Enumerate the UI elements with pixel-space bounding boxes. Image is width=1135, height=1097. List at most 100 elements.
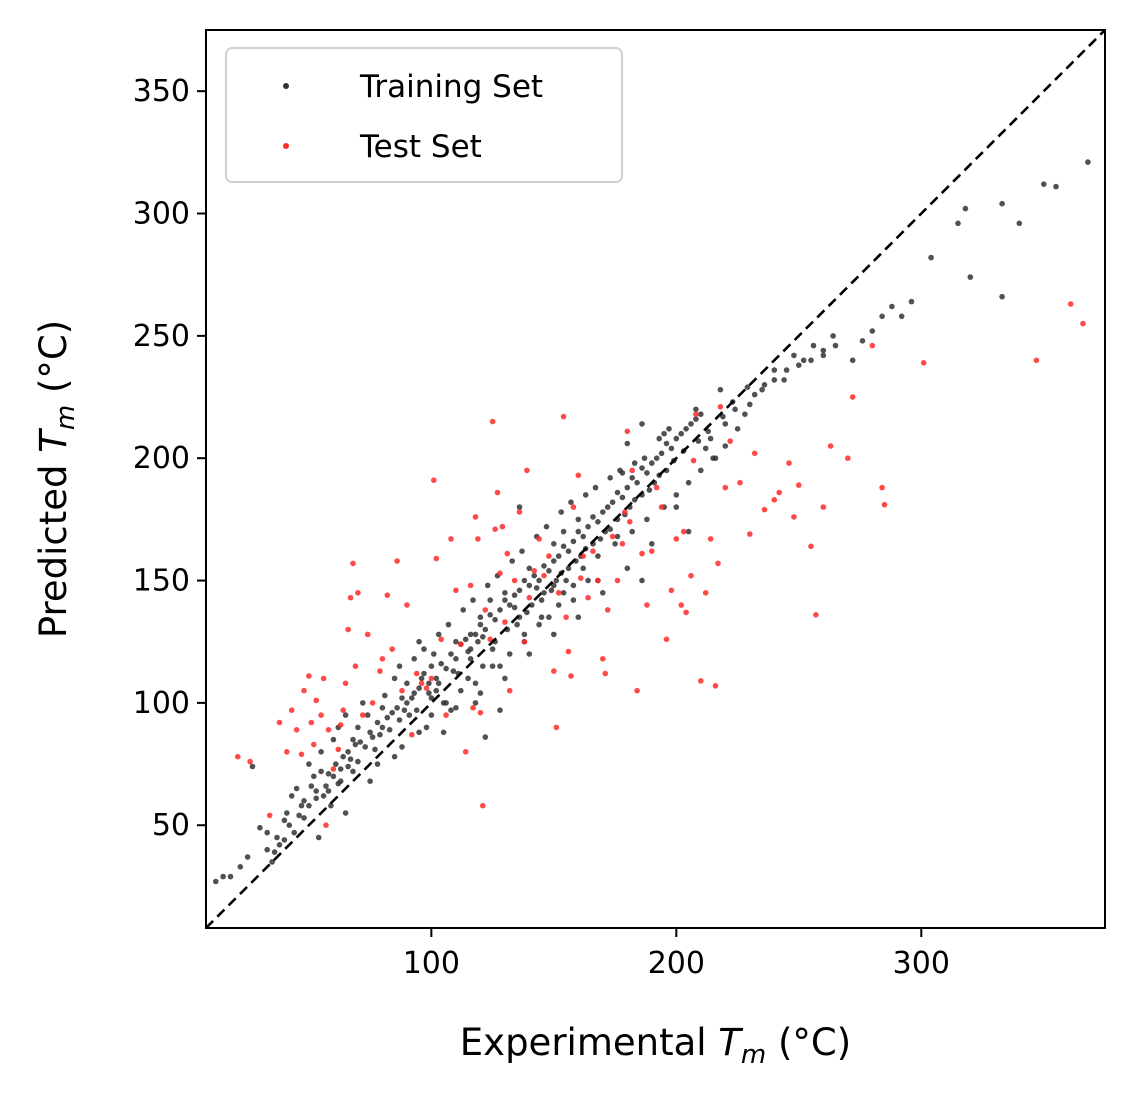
- data-point: [511, 592, 518, 598]
- data-point: [609, 499, 616, 506]
- data-point: [928, 254, 934, 261]
- data-point: [604, 504, 611, 510]
- data-point: [558, 509, 564, 515]
- y-tick-label: 150: [133, 564, 190, 599]
- data-point: [391, 675, 398, 682]
- data-point: [962, 205, 969, 212]
- data-point: [467, 582, 474, 589]
- data-point: [631, 497, 638, 503]
- data-point: [288, 793, 295, 799]
- data-point: [531, 568, 537, 574]
- data-point: [484, 582, 491, 589]
- data-point: [264, 846, 271, 853]
- data-point: [526, 565, 533, 572]
- data-point: [1033, 357, 1040, 364]
- y-tick-label: 250: [133, 319, 190, 354]
- legend-marker: [283, 83, 289, 89]
- data-point: [619, 541, 626, 547]
- data-point: [560, 590, 567, 596]
- data-point: [575, 614, 582, 620]
- data-point: [428, 663, 435, 669]
- data-point: [458, 641, 464, 647]
- data-point: [399, 744, 405, 750]
- data-point: [663, 440, 670, 447]
- data-point: [345, 763, 351, 770]
- data-point: [291, 829, 298, 836]
- data-point: [323, 783, 329, 789]
- data-point: [386, 727, 393, 733]
- data-point: [306, 673, 312, 679]
- data-point: [607, 526, 613, 532]
- data-point: [614, 577, 621, 584]
- data-point: [668, 587, 675, 594]
- data-point: [580, 533, 586, 540]
- data-point: [409, 695, 415, 701]
- data-point: [521, 577, 528, 584]
- data-point: [249, 763, 256, 770]
- plot-frame: [205, 29, 1106, 929]
- identity-line: [206, 30, 1105, 928]
- data-point: [372, 746, 378, 753]
- data-point: [612, 541, 618, 547]
- data-point: [644, 516, 650, 523]
- data-point: [653, 484, 660, 491]
- data-point: [538, 597, 545, 603]
- data-point: [482, 626, 489, 633]
- data-point: [448, 651, 454, 657]
- data-point: [712, 683, 719, 689]
- data-point: [318, 768, 324, 775]
- data-point: [458, 687, 464, 694]
- data-point: [502, 590, 508, 596]
- data-point: [497, 570, 503, 576]
- data-point: [477, 621, 484, 628]
- data-point: [546, 614, 552, 620]
- data-point: [563, 614, 569, 620]
- data-point: [783, 367, 790, 373]
- data-point: [298, 802, 305, 809]
- data-point: [308, 719, 315, 726]
- data-point: [396, 663, 403, 669]
- y-tick-label: 50: [152, 808, 190, 843]
- data-point: [345, 626, 351, 633]
- data-point: [506, 687, 513, 694]
- data-point: [639, 577, 645, 584]
- data-point: [328, 802, 334, 809]
- data-point: [820, 352, 827, 359]
- data-point: [776, 489, 782, 496]
- data-point: [658, 450, 665, 457]
- data-point: [881, 501, 888, 508]
- data-point: [717, 386, 724, 393]
- data-point: [595, 577, 601, 584]
- data-point: [257, 824, 263, 831]
- data-point: [467, 656, 474, 662]
- data-point: [761, 382, 768, 388]
- data-point: [364, 712, 371, 718]
- data-point: [350, 560, 356, 567]
- y-tick-label: 200: [133, 441, 190, 476]
- data-point: [323, 822, 329, 828]
- data-point: [418, 680, 425, 687]
- data-point: [578, 575, 584, 581]
- data-point: [622, 509, 628, 515]
- data-point: [472, 700, 479, 706]
- data-point: [399, 695, 405, 701]
- data-point: [722, 443, 729, 449]
- data-point: [487, 636, 494, 643]
- data-point: [631, 460, 638, 466]
- data-point: [849, 394, 856, 400]
- data-point: [685, 528, 692, 535]
- data-point: [502, 619, 508, 625]
- data-point: [690, 457, 697, 464]
- data-point: [438, 636, 445, 643]
- data-point: [489, 646, 496, 652]
- data-point: [889, 303, 895, 310]
- data-point: [702, 590, 709, 596]
- data-point: [384, 714, 391, 721]
- data-point: [531, 572, 537, 579]
- data-point: [482, 607, 489, 613]
- data-point: [394, 558, 400, 564]
- data-point: [284, 749, 290, 755]
- data-point: [563, 577, 569, 584]
- data-point: [920, 360, 927, 366]
